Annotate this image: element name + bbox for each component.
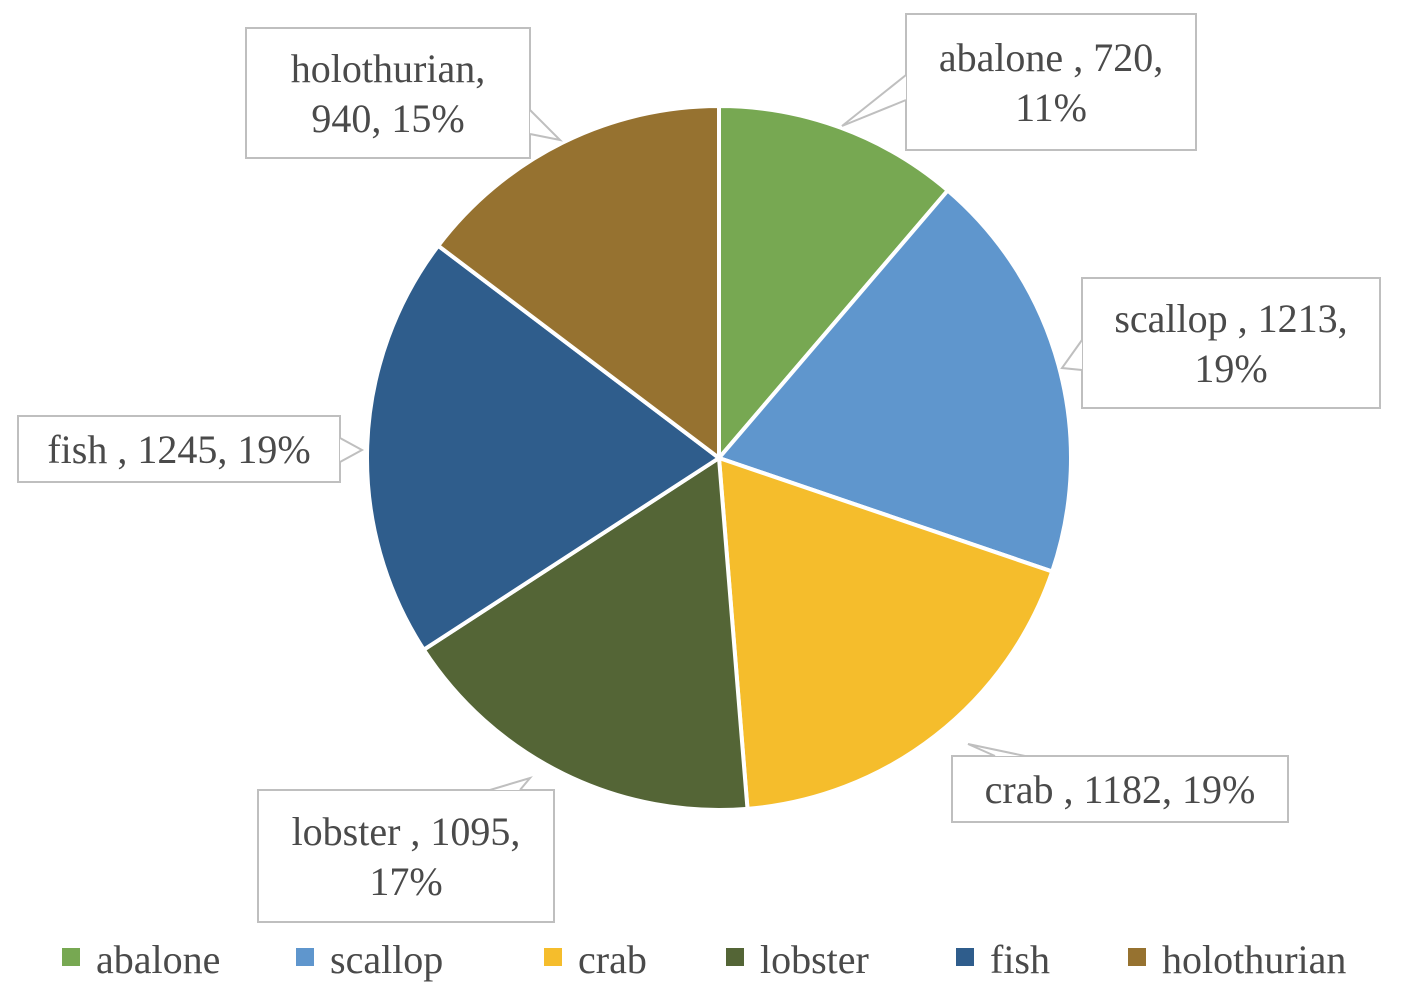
data-label-pointer: [339, 437, 365, 463]
legend-swatch: [296, 948, 314, 966]
data-label-text: 11%: [1015, 85, 1087, 130]
data-label-crab: crab , 1182, 19%: [951, 743, 1289, 823]
data-label-text: crab , 1182, 19%: [985, 767, 1256, 812]
data-label-lobster: lobster , 1095, 17%: [257, 776, 555, 923]
data-label-box: [17, 415, 341, 483]
legend-swatch: [1128, 948, 1146, 966]
legend-label: fish: [990, 937, 1050, 982]
data-label-box: [905, 13, 1197, 151]
legend-label: crab: [578, 937, 647, 982]
legend-label: scallop: [330, 937, 443, 982]
data-label-callouts: abalone , 720, 11% scallop , 1213, 19% crab …: [17, 13, 1381, 923]
data-label-scallop: scallop , 1213, 19%: [1060, 277, 1381, 409]
pie-slice-scallop: [715, 187, 1073, 575]
data-label-fish: fish , 1245, 19%: [17, 415, 365, 483]
legend-item-fish: fish: [956, 937, 1050, 982]
data-label-pointer: [967, 743, 1026, 757]
pie-slice-fish: [365, 242, 723, 653]
data-label-abalone: abalone , 720, 11%: [841, 13, 1197, 151]
data-label-holothurian: holothurian, 940, 15%: [245, 27, 564, 159]
data-label-text: 19%: [1194, 346, 1267, 391]
legend-label: lobster: [760, 937, 869, 982]
legend-swatch: [956, 948, 974, 966]
pie-slice-lobster: [421, 454, 750, 812]
legend-swatch: [544, 948, 562, 966]
legend-item-scallop: scallop: [296, 937, 443, 982]
data-label-pointer: [489, 776, 533, 791]
data-label-text: fish , 1245, 19%: [47, 427, 310, 472]
pie-slice-abalone: [717, 103, 951, 464]
data-label-box: [951, 755, 1289, 823]
legend-swatch: [62, 948, 80, 966]
pie-slice-holothurian: [435, 103, 721, 463]
legend-item-abalone: abalone: [62, 937, 220, 982]
legend-label: abalone: [96, 937, 220, 982]
data-label-box: [257, 789, 555, 923]
data-label-pointer: [841, 74, 907, 127]
legend-item-lobster: lobster: [726, 937, 869, 982]
pie-slice-crab: [716, 455, 1055, 812]
data-label-text: abalone , 720,: [939, 35, 1163, 80]
data-label-text: 940, 15%: [311, 96, 464, 141]
data-label-text: lobster , 1095,: [292, 809, 521, 854]
legend-swatch: [726, 948, 744, 966]
data-label-pointer: [1060, 339, 1083, 371]
pie-slices: [365, 103, 1073, 812]
data-label-text: 17%: [369, 859, 442, 904]
legend-label: holothurian: [1162, 937, 1346, 982]
data-label-text: holothurian,: [291, 46, 485, 91]
legend-item-holothurian: holothurian: [1128, 937, 1346, 982]
legend-item-crab: crab: [544, 937, 647, 982]
legend: abalone scallop crab lobster fish holothurian: [62, 937, 1346, 982]
data-label-box: [245, 27, 531, 159]
data-label-pointer: [529, 109, 564, 142]
data-label-text: scallop , 1213,: [1114, 296, 1347, 341]
